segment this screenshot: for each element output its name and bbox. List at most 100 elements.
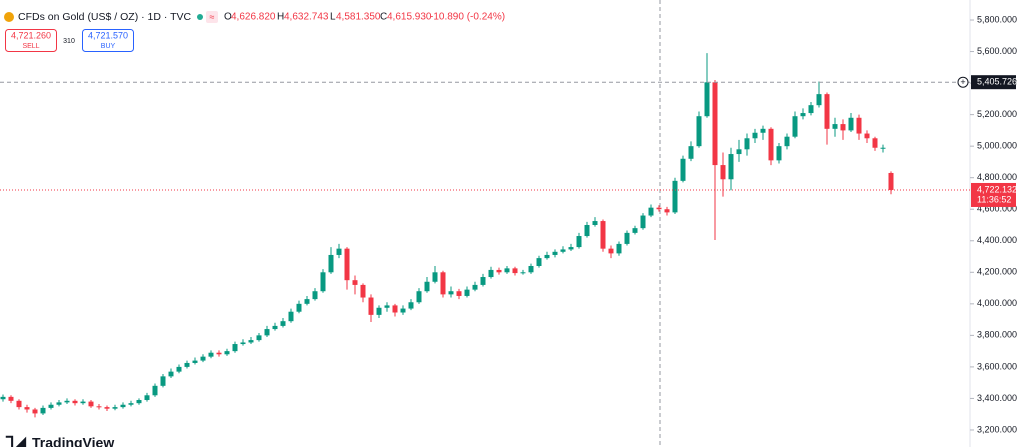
candle-body (800, 113, 806, 117)
candle-body (152, 385, 158, 396)
candle-body (816, 94, 822, 106)
y-tick-label: 4,400.000 (977, 235, 1017, 245)
candle-body (728, 154, 734, 180)
candle-body (104, 407, 110, 409)
candle-body (312, 291, 318, 300)
candle-body (376, 307, 382, 315)
candle-body (808, 105, 814, 114)
candle-body (304, 299, 310, 304)
ohlc: O 4,626.820 H 4,632.743 L 4,581.350 C 4,… (224, 12, 505, 23)
candle-body (416, 291, 422, 303)
candle-body (888, 172, 894, 190)
candle-body (456, 291, 462, 296)
candle-body (664, 209, 670, 213)
candle-body (56, 402, 62, 405)
indicator-icon[interactable] (206, 11, 218, 23)
candle-body (600, 221, 606, 249)
candle-body (536, 258, 542, 266)
logo-mark: ⅂◢ (5, 434, 26, 447)
candle-body (512, 268, 518, 274)
buy-button[interactable] (82, 29, 134, 52)
candle-body (432, 272, 438, 282)
candle-body (464, 289, 470, 296)
candle-body (184, 362, 190, 367)
crosshair-price-label: 5,405.726 (977, 77, 1017, 87)
candle-body (784, 136, 790, 147)
l-label: L (330, 12, 336, 23)
candle-body (16, 400, 22, 408)
candle-body (856, 117, 862, 134)
candle-body (480, 277, 486, 285)
sell-label: SELL (22, 43, 39, 50)
candle-body (272, 325, 278, 330)
buy-label: BUY (101, 43, 116, 50)
candle-body (736, 149, 742, 155)
candle-body (656, 207, 662, 210)
crosshair-price-box (971, 75, 1016, 90)
candle-body (424, 281, 430, 292)
candle-body (712, 82, 718, 166)
sell-button[interactable] (5, 29, 57, 52)
y-tick-label: 4,600.000 (977, 204, 1017, 214)
candle-body (648, 207, 654, 216)
last-price-label: 4,722.132 (977, 184, 1017, 194)
o-value: 4,626.820 (231, 12, 276, 23)
add-alert-button[interactable] (957, 76, 969, 88)
y-tick-label: 3,200.000 (977, 424, 1017, 434)
symbol-icon (4, 12, 14, 22)
candle-body (760, 128, 766, 133)
candle-body (568, 247, 574, 250)
h-value: 4,632.743 (284, 12, 329, 23)
y-tick-label: 5,800.000 (977, 14, 1017, 24)
h-label: H (277, 12, 284, 23)
y-tick-label: 3,800.000 (977, 330, 1017, 340)
candle-body (144, 395, 150, 401)
candle-body (696, 116, 702, 147)
candle-body (200, 356, 206, 361)
candle-body (840, 124, 846, 131)
add-alert-glyph: + (960, 77, 965, 87)
y-tick-label: 5,600.000 (977, 46, 1017, 56)
candle-body (368, 297, 374, 315)
candle-body (616, 243, 622, 254)
candle-body (688, 146, 694, 159)
candle-body (128, 403, 134, 405)
candle-body (64, 400, 70, 403)
candle-body (256, 335, 262, 341)
candle-body (240, 342, 246, 345)
candle-body (280, 321, 286, 326)
indicator-glyph: ≈ (210, 12, 215, 22)
candle-body (208, 352, 214, 357)
candle-body (40, 407, 46, 414)
candle-body (344, 248, 350, 281)
candle-body (592, 221, 598, 225)
candle-body (576, 236, 582, 248)
candle-body (864, 133, 870, 139)
c-label: C (380, 12, 387, 23)
candle-body (880, 147, 886, 149)
candle-body (776, 146, 782, 161)
change: -10.890 (-0.24%) (430, 12, 505, 23)
y-tick-label: 4,000.000 (977, 298, 1017, 308)
candle-body (120, 404, 126, 408)
candle-body (168, 371, 174, 377)
candle-body (640, 215, 646, 229)
candle-body (360, 284, 366, 298)
candle-body (528, 265, 534, 273)
o-label: O (224, 12, 232, 23)
y-tick-label: 5,200.000 (977, 109, 1017, 119)
candle-body (440, 272, 446, 295)
candle-body (752, 132, 758, 139)
candle-body (472, 284, 478, 290)
y-tick-label: 4,800.000 (977, 172, 1017, 182)
candle-body (632, 228, 638, 233)
candle-body (672, 180, 678, 213)
candle-body (448, 291, 454, 295)
candle-body (160, 376, 166, 386)
candle-body (744, 138, 750, 150)
candle-body (232, 344, 238, 352)
symbol-title: CFDs on Gold (US$ / OZ) · 1D · TVC (18, 11, 192, 23)
logo: TradingView (32, 435, 114, 447)
candle-body (0, 396, 6, 400)
